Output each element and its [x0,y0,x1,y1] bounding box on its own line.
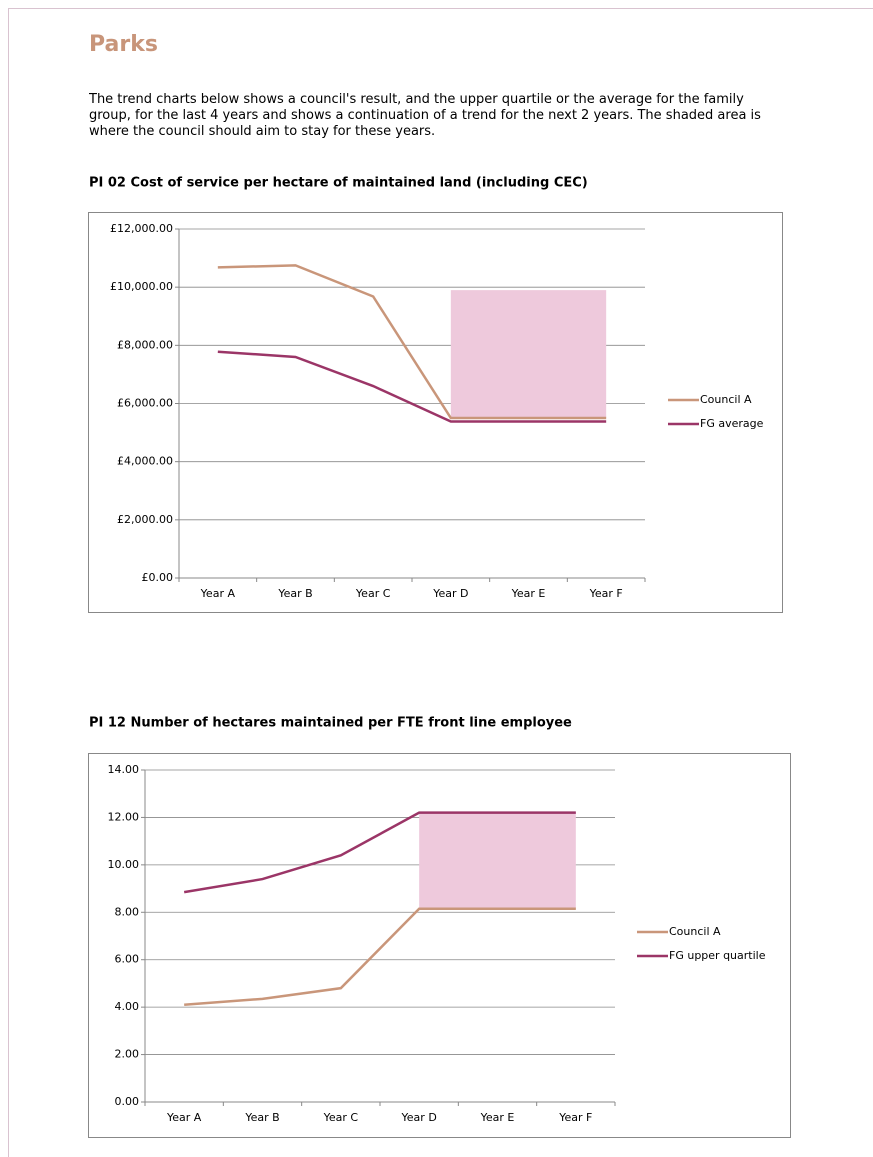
x-tick-label: Year A [200,587,236,600]
x-tick-label: Year D [401,1111,437,1124]
intro-box: The trend charts below shows a council's… [89,92,761,139]
x-tick-label: Year C [323,1111,359,1124]
y-tick-label: £8,000.00 [117,338,173,351]
y-tick-label: £12,000.00 [110,222,173,235]
y-tick-label: £4,000.00 [117,455,173,468]
x-tick-label: Year F [558,1111,592,1124]
y-tick-label: £0.00 [142,571,174,584]
y-tick-label: 8.00 [115,905,140,918]
x-tick-label: Year C [355,587,391,600]
target-area [450,290,607,419]
x-tick-label: Year D [432,587,468,600]
y-tick-label: 14.00 [108,763,140,776]
series-line [217,350,607,423]
y-tick-label: £6,000.00 [117,397,173,410]
x-tick-label: Year A [166,1111,202,1124]
page-title: Parks [89,32,158,57]
chart-frame [88,753,791,1138]
x-tick-label: Year F [589,587,623,600]
chart-title: PI 12 Number of hectares maintained per … [89,716,572,731]
y-tick-label: 4.00 [115,1000,140,1013]
series-line [184,907,576,1007]
x-tick-label: Year E [511,587,546,600]
series-line [183,811,576,894]
series-line [217,264,607,420]
legend-label: FG average [700,417,764,430]
chart-title: PI 02 Cost of service per hectare of mai… [89,176,588,191]
intro: The trend charts below shows a council's… [89,92,761,139]
y-tick-label: 0.00 [115,1095,140,1108]
y-tick-label: £2,000.00 [117,513,173,526]
chart-frame [88,212,783,613]
target-area [419,812,576,909]
x-tick-label: Year E [480,1111,515,1124]
legend-label: FG upper quartile [669,949,766,962]
y-tick-label: £10,000.00 [110,280,173,293]
y-tick-label: 2.00 [115,1048,140,1061]
x-tick-label: Year B [277,587,312,600]
y-tick-label: 6.00 [115,953,140,966]
y-tick-label: 12.00 [108,810,140,823]
y-tick-label: 10.00 [108,858,140,871]
legend-label: Council A [669,925,721,938]
legend-label: Council A [700,393,752,406]
x-tick-label: Year B [244,1111,279,1124]
